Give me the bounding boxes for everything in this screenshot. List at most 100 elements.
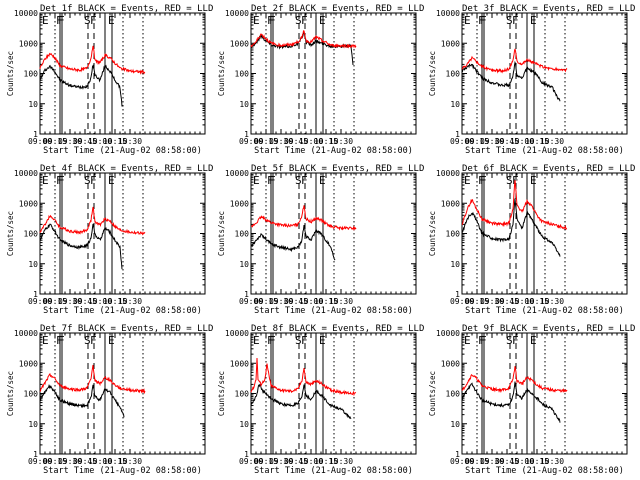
- x-tick-label: 09:45: [73, 297, 97, 306]
- x-tick-label: 10:00: [88, 457, 112, 466]
- events-series-line: [250, 224, 336, 261]
- x-tick-label: 10:00: [88, 137, 112, 146]
- y-axis-label: Counts/sec: [217, 371, 226, 416]
- x-tick-label: 09:00: [239, 297, 263, 306]
- y-tick-label: 10000: [225, 329, 249, 338]
- marker-label: F: [58, 14, 65, 27]
- y-tick-label: 10000: [436, 9, 460, 18]
- marker-label: E: [108, 174, 115, 187]
- panel-6: Det 6f BLACK = Events, RED = LLD 1 10 100 10…: [428, 164, 635, 316]
- y-tick-label: 1: [244, 450, 249, 459]
- marker-label: E: [464, 334, 471, 347]
- x-tick-label: 10:00: [299, 457, 323, 466]
- lld-series-line: [461, 180, 568, 231]
- x-tick-label: 10:30: [540, 297, 564, 306]
- marker-label: S: [295, 334, 302, 347]
- y-tick-label: 10: [28, 420, 38, 429]
- y-axis-label: Counts/sec: [428, 211, 437, 256]
- panel-title: Det 6f BLACK = Events, RED = LLD: [462, 164, 635, 174]
- x-tick-label: 09:15: [465, 137, 489, 146]
- events-series-line: [461, 198, 561, 257]
- marker-label: F: [301, 14, 308, 27]
- y-tick-label: 100: [24, 230, 39, 239]
- x-tick-label: 09:45: [284, 457, 308, 466]
- y-tick-label: 1000: [19, 199, 38, 208]
- panel-title: Det 8f BLACK = Events, RED = LLD: [251, 324, 424, 334]
- x-tick-label: 09:15: [465, 297, 489, 306]
- marker-label: E: [530, 174, 537, 187]
- lld-series-line: [250, 357, 357, 397]
- y-tick-label: 100: [446, 230, 461, 239]
- y-axis-label: Counts/sec: [6, 371, 15, 416]
- y-tick-label: 1000: [19, 359, 38, 368]
- y-tick-label: 1000: [230, 199, 249, 208]
- x-tick-label: 10:15: [525, 457, 549, 466]
- y-axis-label: Counts/sec: [217, 211, 226, 256]
- x-tick-label: 09:15: [43, 457, 67, 466]
- x-tick-label: 10:00: [299, 137, 323, 146]
- x-axis-label: Start Time (21-Aug-02 08:58:00): [43, 466, 202, 476]
- x-tick-label: 09:30: [58, 137, 82, 146]
- x-tick-label: 10:30: [329, 297, 353, 306]
- marker-label: F: [90, 334, 97, 347]
- x-tick-label: 09:00: [450, 137, 474, 146]
- marker-label: F: [58, 174, 65, 187]
- marker-label: F: [512, 14, 519, 27]
- x-axis-label: Start Time (21-Aug-02 08:58:00): [465, 466, 624, 476]
- lld-series-line: [39, 206, 146, 236]
- x-axis-label: Start Time (21-Aug-02 08:58:00): [254, 146, 413, 156]
- y-tick-label: 1: [455, 130, 460, 139]
- x-tick-label: 09:45: [495, 457, 519, 466]
- marker-label: E: [464, 174, 471, 187]
- marker-label: E: [108, 334, 115, 347]
- panel-5: Det 5f BLACK = Events, RED = LLD 1 10 100 10…: [217, 164, 424, 316]
- marker-label: E: [253, 334, 260, 347]
- marker-label: F: [267, 174, 274, 187]
- x-tick-label: 09:30: [269, 137, 293, 146]
- y-tick-label: 1000: [230, 359, 249, 368]
- x-tick-label: 09:30: [58, 457, 82, 466]
- x-tick-label: 10:15: [314, 137, 338, 146]
- y-tick-label: 10000: [225, 169, 249, 178]
- marker-label: E: [108, 14, 115, 27]
- lld-series-line: [250, 30, 357, 49]
- x-tick-label: 09:45: [73, 457, 97, 466]
- x-tick-label: 09:15: [254, 297, 278, 306]
- marker-label: E: [464, 14, 471, 27]
- x-tick-label: 10:15: [314, 457, 338, 466]
- marker-label: F: [301, 174, 308, 187]
- x-tick-label: 10:30: [118, 137, 142, 146]
- marker-label: F: [269, 174, 276, 187]
- marker-label: F: [512, 334, 519, 347]
- x-tick-label: 10:15: [103, 457, 127, 466]
- y-tick-label: 10000: [436, 329, 460, 338]
- y-tick-label: 100: [446, 390, 461, 399]
- x-tick-label: 09:00: [450, 297, 474, 306]
- x-tick-label: 10:15: [103, 297, 127, 306]
- y-tick-label: 1: [33, 130, 38, 139]
- marker-label: F: [478, 174, 485, 187]
- x-tick-label: 09:00: [28, 297, 52, 306]
- x-tick-label: 09:00: [450, 457, 474, 466]
- panel-title: Det 7f BLACK = Events, RED = LLD: [40, 324, 213, 334]
- events-series-line: [39, 383, 125, 418]
- x-tick-label: 10:00: [510, 457, 534, 466]
- marker-label: F: [269, 334, 276, 347]
- x-tick-label: 09:00: [28, 137, 52, 146]
- panel-title: Det 1f BLACK = Events, RED = LLD: [40, 4, 213, 14]
- panel-2: Det 2f BLACK = Events, RED = LLD 1 10 100 10…: [217, 4, 424, 156]
- x-tick-label: 09:30: [58, 297, 82, 306]
- marker-label: F: [56, 14, 63, 27]
- y-tick-label: 10: [239, 100, 249, 109]
- y-tick-label: 1: [33, 450, 38, 459]
- x-tick-label: 09:00: [239, 457, 263, 466]
- x-tick-label: 10:30: [118, 297, 142, 306]
- y-tick-label: 1: [33, 290, 38, 299]
- x-axis-label: Start Time (21-Aug-02 08:58:00): [465, 146, 624, 156]
- x-tick-label: 09:15: [254, 137, 278, 146]
- y-tick-label: 10: [450, 260, 460, 269]
- x-tick-label: 10:30: [118, 457, 142, 466]
- y-tick-label: 100: [235, 70, 250, 79]
- panel-8: Det 8f BLACK = Events, RED = LLD 1 10 100 10…: [217, 324, 424, 476]
- marker-label: F: [58, 334, 65, 347]
